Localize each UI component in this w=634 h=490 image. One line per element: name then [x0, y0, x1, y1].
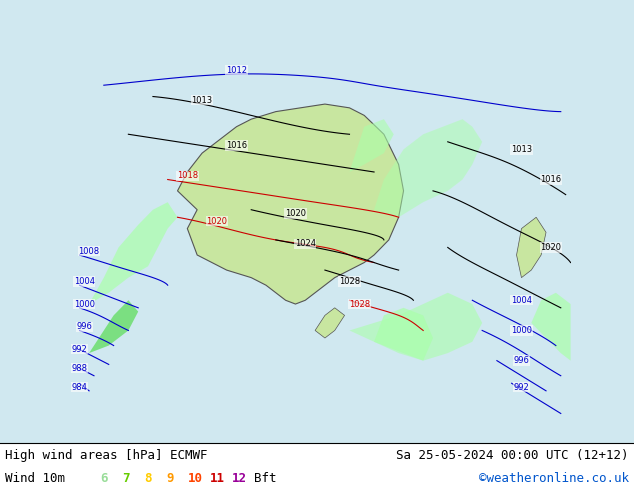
Text: 1008: 1008 — [79, 247, 100, 256]
Text: 1018: 1018 — [177, 172, 198, 180]
Text: 1020: 1020 — [540, 243, 562, 252]
Text: 1004: 1004 — [511, 296, 532, 305]
Text: High wind areas [hPa] ECMWF: High wind areas [hPa] ECMWF — [5, 448, 207, 462]
Text: 1028: 1028 — [339, 277, 360, 286]
Text: Wind 10m: Wind 10m — [5, 471, 65, 485]
Polygon shape — [374, 308, 433, 361]
Text: 12: 12 — [232, 471, 247, 485]
Polygon shape — [349, 293, 482, 361]
Text: 1013: 1013 — [191, 96, 212, 105]
Polygon shape — [531, 293, 571, 361]
Text: 1020: 1020 — [206, 217, 228, 225]
Polygon shape — [374, 119, 482, 217]
Polygon shape — [89, 202, 178, 304]
Text: ©weatheronline.co.uk: ©weatheronline.co.uk — [479, 471, 629, 485]
Text: 1024: 1024 — [295, 239, 316, 248]
Text: 8: 8 — [144, 471, 152, 485]
Text: 1028: 1028 — [349, 299, 370, 309]
Polygon shape — [178, 104, 404, 304]
Text: 11: 11 — [210, 471, 225, 485]
Polygon shape — [315, 308, 345, 338]
Text: 1016: 1016 — [226, 141, 247, 150]
Text: 1013: 1013 — [511, 145, 532, 154]
Text: 1020: 1020 — [285, 209, 306, 218]
Text: 988: 988 — [71, 364, 87, 373]
Text: 9: 9 — [166, 471, 174, 485]
Text: Sa 25-05-2024 00:00 UTC (12+12): Sa 25-05-2024 00:00 UTC (12+12) — [396, 448, 629, 462]
Text: 992: 992 — [72, 345, 87, 354]
Polygon shape — [89, 300, 138, 353]
Text: Bft: Bft — [254, 471, 276, 485]
Text: 1000: 1000 — [74, 299, 94, 309]
Text: 6: 6 — [100, 471, 108, 485]
Polygon shape — [517, 217, 546, 278]
Text: 7: 7 — [122, 471, 129, 485]
Text: 10: 10 — [188, 471, 203, 485]
Text: 992: 992 — [514, 383, 529, 392]
Text: 996: 996 — [76, 322, 92, 331]
Bar — [0, 443, 634, 490]
Text: 996: 996 — [514, 356, 529, 365]
Text: 1016: 1016 — [540, 175, 562, 184]
Text: 984: 984 — [71, 383, 87, 392]
Text: 1000: 1000 — [511, 326, 532, 335]
Text: 1004: 1004 — [74, 277, 94, 286]
Text: 1012: 1012 — [226, 66, 247, 74]
Polygon shape — [349, 119, 394, 172]
